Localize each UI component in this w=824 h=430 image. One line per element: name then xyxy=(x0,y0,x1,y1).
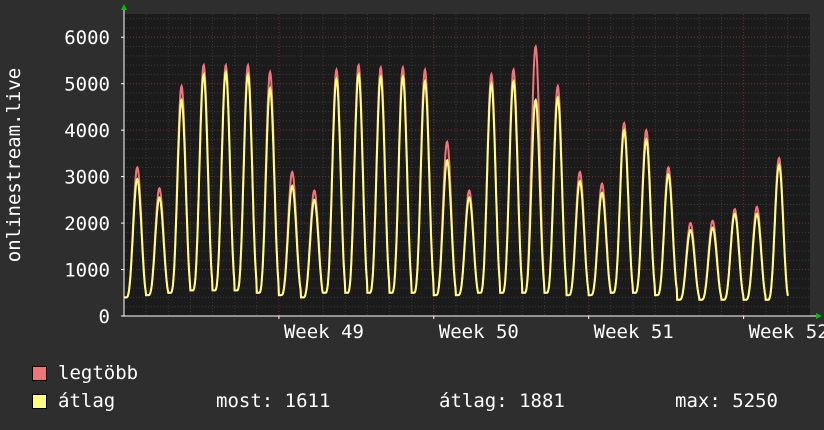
legend-label-avg: átlag xyxy=(58,390,116,412)
series-line-atlag xyxy=(124,69,789,301)
legend-swatch-avg xyxy=(32,394,47,409)
y-tick-label: 1000 xyxy=(64,260,110,282)
x-tick-label: Week 49 xyxy=(284,321,364,343)
y-tick-label: 6000 xyxy=(64,27,110,49)
stat-max: max: 5250 xyxy=(675,390,778,412)
y-tick-label: 2000 xyxy=(64,213,110,235)
chart-canvas: 0 1000 2000 3000 4000 5000 6000 Week 49 Week 50 W… xyxy=(3,4,824,343)
axes: 0 1000 2000 3000 4000 5000 6000 Week 49 Week 50 W… xyxy=(64,4,824,343)
y-tick-label: 4000 xyxy=(64,120,110,142)
x-axis-arrow xyxy=(816,313,822,319)
legend-label-max: legtöbb xyxy=(58,362,139,384)
x-tick-label: Week 52 xyxy=(749,321,824,343)
y-tick-label: 5000 xyxy=(64,74,110,96)
series-group xyxy=(124,43,789,301)
stat-average: átlag: 1881 xyxy=(439,390,565,412)
y-axis-label: onlinestream.live xyxy=(3,68,25,262)
x-tick-label: Week 50 xyxy=(439,321,519,343)
y-axis-arrow xyxy=(121,4,127,10)
stat-now: most: 1611 xyxy=(216,390,331,412)
legend-swatch-max xyxy=(32,366,47,381)
y-tick-label: 0 xyxy=(99,306,110,328)
x-tick-label: Week 51 xyxy=(594,321,674,343)
y-tick-label: 3000 xyxy=(64,167,110,189)
